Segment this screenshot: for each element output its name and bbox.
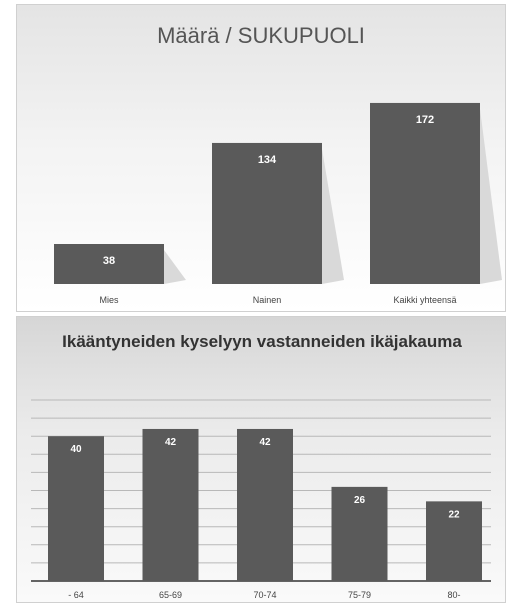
age-chart-title: Ikääntyneiden kyselyyn vastanneiden ikäj…: [62, 332, 462, 351]
category-label: 80-: [447, 590, 460, 600]
gender-chart: 38 Mies 134 Nainen 172 Kaikki yhteensä: [54, 102, 502, 305]
bar: [54, 244, 164, 284]
data-label: 134: [258, 154, 277, 166]
bar: [212, 142, 322, 284]
category-label: - 64: [68, 590, 84, 600]
category-label: 65-69: [159, 590, 182, 600]
category-label: 70-74: [253, 590, 276, 600]
data-label: 26: [354, 495, 366, 506]
bar-shadow: [322, 148, 344, 284]
bar-shadow: [480, 108, 502, 285]
category-label: Nainen: [253, 295, 282, 305]
category-label: Mies: [99, 295, 119, 305]
bar: [370, 102, 480, 285]
age-chart-panel: Ikääntyneiden kyselyyn vastanneiden ikäj…: [16, 316, 506, 603]
bar: [142, 428, 199, 581]
bar: [48, 436, 104, 581]
data-label: 172: [416, 114, 434, 126]
gender-chart-title: Määrä / SUKUPUOLI: [157, 23, 365, 48]
bar: [237, 428, 293, 581]
age-chart: 40 - 64 42 65-69 42 70-74 26 75-79 22 80-: [31, 399, 491, 600]
data-label: 40: [70, 444, 82, 455]
category-label: 75-79: [348, 590, 371, 600]
category-label: Kaikki yhteensä: [393, 295, 456, 305]
gender-chart-panel: Määrä / SUKUPUOLI 38 Mies 134 Nainen 172 Kaik…: [16, 4, 506, 312]
data-label: 42: [165, 437, 177, 448]
data-label: 38: [103, 255, 115, 267]
bar-shadow: [164, 250, 186, 284]
bar: [426, 501, 482, 581]
bar: [331, 486, 388, 581]
data-label: 42: [259, 437, 271, 448]
data-label: 22: [448, 509, 460, 520]
